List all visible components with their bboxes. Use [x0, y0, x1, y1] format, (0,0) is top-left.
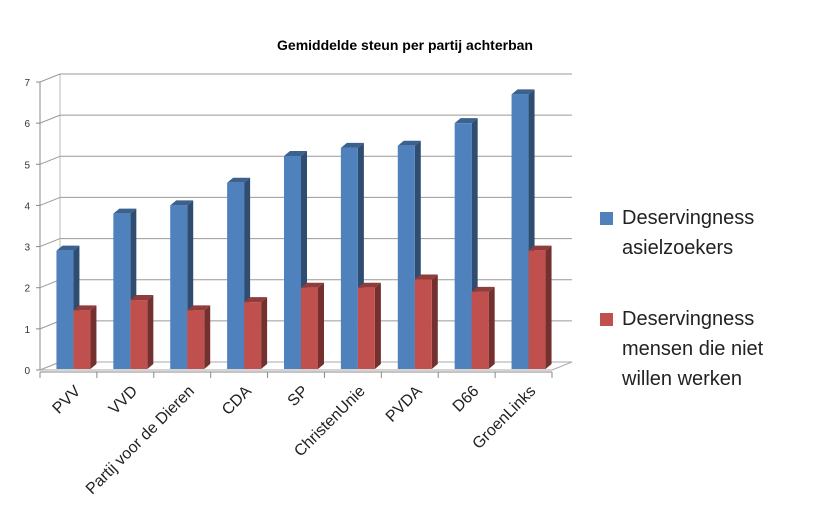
y-tick-label: 5 [24, 160, 30, 171]
bar-top [340, 142, 364, 148]
bar-asielzoekers [454, 123, 472, 370]
legend-label: asielzoekers [622, 237, 734, 259]
bar-niet-werken [73, 310, 91, 369]
y-tick-label: 3 [24, 243, 30, 254]
bar-side [374, 282, 381, 369]
gridline-side [39, 238, 61, 248]
legend-item-asielzoekers: Deservingness asielzoekers [600, 203, 754, 263]
bar-asielzoekers [511, 94, 529, 369]
gridline-side [39, 196, 61, 206]
bar-top [73, 305, 97, 311]
bar-asielzoekers [397, 145, 415, 369]
bar-top [284, 151, 307, 157]
bar-top [414, 274, 438, 280]
bar-top [170, 200, 194, 206]
bar-side [261, 297, 268, 369]
bar-niet-werken [357, 287, 375, 369]
bar-niet-werken [301, 287, 318, 369]
y-tick-label: 0 [24, 366, 30, 377]
bar-top [454, 118, 478, 124]
bar-niet-werken [528, 250, 546, 369]
bar-niet-werken [244, 302, 262, 369]
bar-top [511, 89, 535, 95]
bar-niet-werken [414, 279, 432, 369]
bar-top [357, 282, 381, 288]
bar-side [147, 295, 154, 369]
x-tick-label: SP [285, 383, 312, 410]
bar-side [488, 286, 495, 369]
bar-top [471, 286, 495, 292]
bar-side [204, 305, 211, 369]
bar-side [318, 282, 324, 369]
bar-niet-werken [187, 310, 205, 369]
bar-top [187, 305, 211, 311]
chart-title: Gemiddelde steun per partij achterban [277, 37, 533, 53]
bar-top [130, 295, 154, 301]
y-tick-label: 4 [24, 201, 30, 212]
legend-swatch-red [600, 313, 613, 326]
x-tick-label: VVD [106, 383, 141, 418]
bar-asielzoekers [170, 205, 188, 369]
x-tick-label: Partij voor de Dieren [83, 383, 198, 498]
y-tick-label: 2 [24, 284, 30, 295]
bar-top [113, 208, 137, 214]
y-tick-label: 6 [24, 119, 30, 130]
x-tick-label: CDA [219, 383, 255, 419]
legend-label: willen werken [622, 368, 743, 390]
bar-top [56, 245, 80, 251]
legend-item-niet-werken: Deservingness mensen die niet willen wer… [600, 304, 763, 394]
x-tick-label: PVDA [383, 383, 426, 426]
gridline-side [39, 114, 61, 124]
x-tick-label: PVV [50, 383, 85, 418]
bar-asielzoekers [56, 250, 74, 369]
bar-asielzoekers [284, 156, 301, 369]
bar-asielzoekers [227, 182, 245, 369]
legend-label: Deservingness [622, 207, 755, 229]
bar-top [227, 177, 251, 183]
bar-asielzoekers [340, 147, 358, 369]
legend-label: Deservingness [622, 308, 755, 330]
gridline-side [39, 73, 61, 83]
y-tick-label: 7 [24, 78, 30, 89]
bar-top [397, 140, 421, 146]
bar-top [301, 282, 324, 288]
bar-niet-werken [130, 300, 148, 369]
bar-side [90, 305, 97, 369]
bar-asielzoekers [113, 213, 131, 369]
y-tick-label: 1 [24, 325, 30, 336]
bar-side [431, 274, 438, 369]
x-tick-label: D66 [450, 383, 483, 416]
gridline-side [39, 155, 61, 165]
legend-label: mensen die niet [622, 338, 764, 360]
bar-top [244, 297, 268, 303]
bar-top [528, 245, 552, 251]
bar-niet-werken [471, 291, 489, 369]
floor [39, 361, 573, 371]
bar-side [545, 245, 552, 369]
legend-swatch-blue [600, 212, 613, 225]
